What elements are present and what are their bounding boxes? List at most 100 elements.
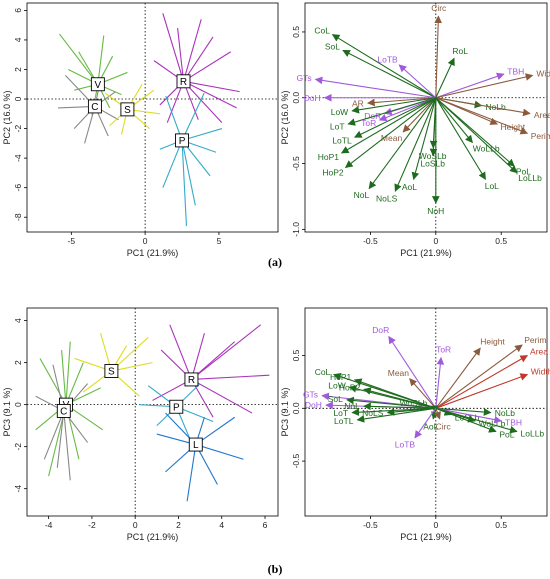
spoke-R xyxy=(191,378,253,414)
loading-label-AoL: AoL xyxy=(402,182,417,192)
loading-arrow-Circ xyxy=(433,408,441,420)
loading-label-AoL: AoL xyxy=(423,422,438,432)
loading-label-LoLLb: LoLLb xyxy=(518,173,542,183)
loading-label-LoW: LoW xyxy=(328,380,345,390)
spoke-R xyxy=(162,13,185,82)
x-tick-label: 4 xyxy=(219,520,224,530)
loading-label-Height: Height xyxy=(480,337,505,347)
loading-label-SoL: SoL xyxy=(328,394,343,404)
loading-label-LoTB: LoTB xyxy=(395,439,416,449)
loading-arrow-Circ xyxy=(434,15,443,98)
x-axis-title: PC1 (21.9%) xyxy=(400,532,452,542)
loading-arrow-Perim xyxy=(435,97,529,135)
x-tick-label: 0 xyxy=(433,520,438,530)
centroid-label-R: R xyxy=(188,375,195,386)
spoke-L xyxy=(195,444,244,460)
panel-b-right: -0.5 0 0.5 -0.5 0.0 0.5 PC1 (21.9%) PC3 (9.1 %)… xyxy=(280,307,550,542)
centroid-box-S xyxy=(120,102,135,117)
x-tick-label: 0 xyxy=(143,236,148,246)
loading-arrow-LoTL xyxy=(356,407,436,423)
figure-label-b: (b) xyxy=(268,562,283,576)
loading-label-HoP2: HoP2 xyxy=(339,382,361,392)
loading-arrow-Mean xyxy=(409,378,437,409)
y-tick-label: -8 xyxy=(13,213,23,221)
loading-arrow-ToR xyxy=(378,97,437,122)
x-tick-label: 0 xyxy=(433,236,438,246)
loading-label-NoLS: NoLS xyxy=(362,408,384,418)
spoke-V xyxy=(59,33,99,85)
loading-arrow-Area xyxy=(435,97,531,117)
x-tick-label: 0.5 xyxy=(495,520,507,530)
loading-label-Mean: Mean xyxy=(388,368,410,378)
x-tick-label: 0.5 xyxy=(495,236,507,246)
loading-label-DoH: DoH xyxy=(304,93,321,103)
loading-label-LoT: LoT xyxy=(330,121,345,131)
centroid-box-P xyxy=(175,133,189,148)
spoke-P xyxy=(181,140,196,206)
centroid-label-S: S xyxy=(124,105,131,116)
centroid-box-C xyxy=(87,99,102,114)
spoke-R xyxy=(182,19,202,82)
spoke-C xyxy=(63,410,71,481)
y-tick-label: 2 xyxy=(13,67,23,72)
loading-label-AR: AR xyxy=(352,99,364,109)
y-tick-label: 0.5 xyxy=(291,26,301,38)
loading-label-Perim: Perim xyxy=(524,335,546,345)
plot-frame xyxy=(26,307,279,517)
loading-arrow-AR xyxy=(367,97,436,107)
loading-arrow-SoL xyxy=(346,396,436,409)
y-tick-label: 4 xyxy=(13,318,23,323)
loading-arrow-Perim xyxy=(435,344,523,409)
loading-arrow-LoT xyxy=(347,97,436,126)
loading-arrow-SoL xyxy=(342,49,437,99)
y-tick-label: -0.5 xyxy=(291,156,301,171)
loading-label-Circ: Circ xyxy=(436,421,452,431)
loading-label-LoLLb: LoLLb xyxy=(521,429,545,439)
y-tick-label: -2 xyxy=(13,443,23,451)
plot-frame xyxy=(26,2,279,233)
spoke-R xyxy=(191,324,262,380)
loading-arrow-AoL xyxy=(411,97,437,181)
plot-frame xyxy=(304,307,548,517)
loading-arrow-NoL xyxy=(363,402,436,411)
plot-frame xyxy=(304,2,548,233)
centroid-label-P: P xyxy=(179,136,186,147)
loading-label-NoLS: NoLS xyxy=(376,194,398,204)
loading-label-LoSLb: LoSLb xyxy=(420,159,445,169)
loading-label-HoP1: HoP1 xyxy=(330,372,352,382)
loading-arrow-Width xyxy=(435,73,534,99)
loading-arrow-DoR xyxy=(388,335,437,409)
loading-arrow-Area xyxy=(435,355,529,409)
y-tick-label: 6 xyxy=(13,8,23,13)
spoke-R xyxy=(191,341,236,380)
x-tick-label: 6 xyxy=(263,520,268,530)
loading-arrow-NoL xyxy=(368,97,437,190)
loading-label-DoH: DoH xyxy=(305,400,322,410)
loading-arrow-PoL xyxy=(435,407,497,433)
spoke-C xyxy=(56,410,65,468)
y-tick-label: -2 xyxy=(13,125,23,133)
y-tick-label: -0.5 xyxy=(291,454,301,469)
panel-a-right: -0.5 0 0.5 -1.0 -0.5 0.0 0.5 PC1 (21.9%) PC2 (16… xyxy=(280,2,550,258)
loading-arrow-HoP2 xyxy=(344,97,437,168)
loading-arrow-LoTL xyxy=(354,97,437,138)
spoke-V xyxy=(65,362,84,405)
spoke-C xyxy=(43,410,65,460)
loading-label-LoW: LoW xyxy=(331,107,348,117)
y-axis-title: PC2 (16.0 %) xyxy=(2,90,12,144)
x-tick-label: 5 xyxy=(217,236,222,246)
loading-label-NoLb: NoLb xyxy=(495,408,516,418)
loading-label-HoP1: HoP1 xyxy=(318,152,340,162)
y-tick-label: 0.5 xyxy=(291,349,301,361)
spoke-P xyxy=(181,92,205,141)
loading-arrow-LoTB xyxy=(414,407,437,439)
y-tick-label: -4 xyxy=(13,154,23,162)
loading-arrow-HoP2 xyxy=(363,387,436,409)
loading-arrow-GTs xyxy=(314,76,436,99)
centroid-box-R xyxy=(184,372,199,387)
y-tick-label: -6 xyxy=(13,184,23,192)
loading-label-CoL: CoL xyxy=(314,25,330,35)
loading-arrow-TBH xyxy=(435,72,505,99)
